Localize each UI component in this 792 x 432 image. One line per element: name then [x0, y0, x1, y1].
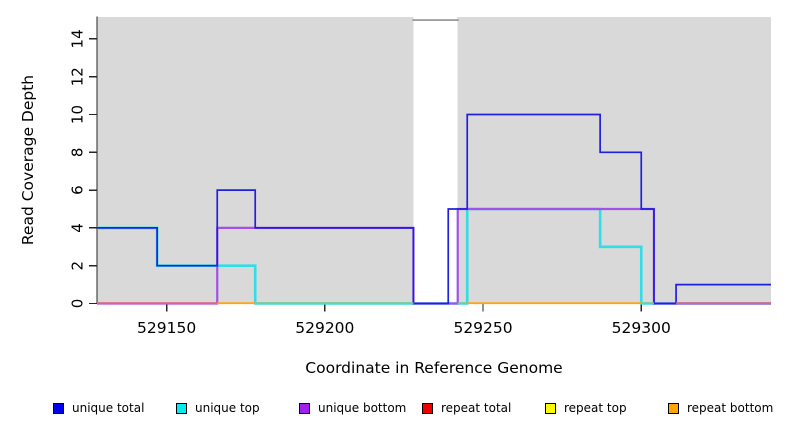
- series-unique-total: [97, 113, 771, 305]
- x-tick-label: 529250: [453, 319, 512, 337]
- x-tick-label: 529300: [612, 319, 671, 337]
- legend-swatch-icon: [299, 402, 310, 414]
- legend-label: repeat top: [564, 401, 627, 415]
- y-tick-label: 0: [69, 299, 87, 309]
- legend-item-repeat-top: repeat top: [545, 399, 627, 417]
- legend-item-unique-bottom: unique bottom: [299, 399, 406, 417]
- y-axis-title: Read Coverage Depth: [19, 74, 37, 246]
- y-tick-label: 8: [69, 148, 87, 158]
- y-tick-label: 2: [69, 261, 87, 271]
- x-tick-label: 529200: [295, 319, 354, 337]
- legend-item-repeat-total: repeat total: [422, 399, 511, 417]
- legend-item-unique-top: unique top: [176, 399, 260, 417]
- legend-label: repeat total: [441, 401, 512, 415]
- y-tick-label: 10: [69, 105, 87, 124]
- legend-swatch-icon: [176, 402, 187, 414]
- plot-panel-right: [457, 17, 771, 304]
- legend-item-repeat-bottom: repeat bottom: [668, 399, 773, 417]
- y-tick-label: 12: [69, 67, 87, 86]
- y-tick-label: 4: [69, 223, 87, 233]
- legend-label: unique total: [72, 401, 145, 415]
- legend: unique total unique top unique bottom repea…: [0, 395, 792, 423]
- legend-swatch-icon: [53, 402, 64, 414]
- legend-item-unique-total: unique total: [53, 399, 144, 417]
- legend-swatch-icon: [668, 402, 679, 414]
- legend-label: repeat bottom: [687, 401, 774, 415]
- y-tick-label: 14: [69, 29, 87, 48]
- legend-swatch-icon: [422, 402, 433, 414]
- plot-panel-left: [97, 17, 414, 304]
- y-tick-label: 6: [69, 185, 87, 195]
- legend-label: unique bottom: [318, 401, 407, 415]
- coverage-plot: 0 2 4 6 8 10 12 14 529150 529200 529250 529300: [69, 16, 771, 337]
- x-axis-title: Coordinate in Reference Genome: [305, 359, 563, 377]
- legend-swatch-icon: [545, 402, 556, 414]
- x-tick-label: 529150: [137, 319, 196, 337]
- legend-label: unique top: [195, 401, 260, 415]
